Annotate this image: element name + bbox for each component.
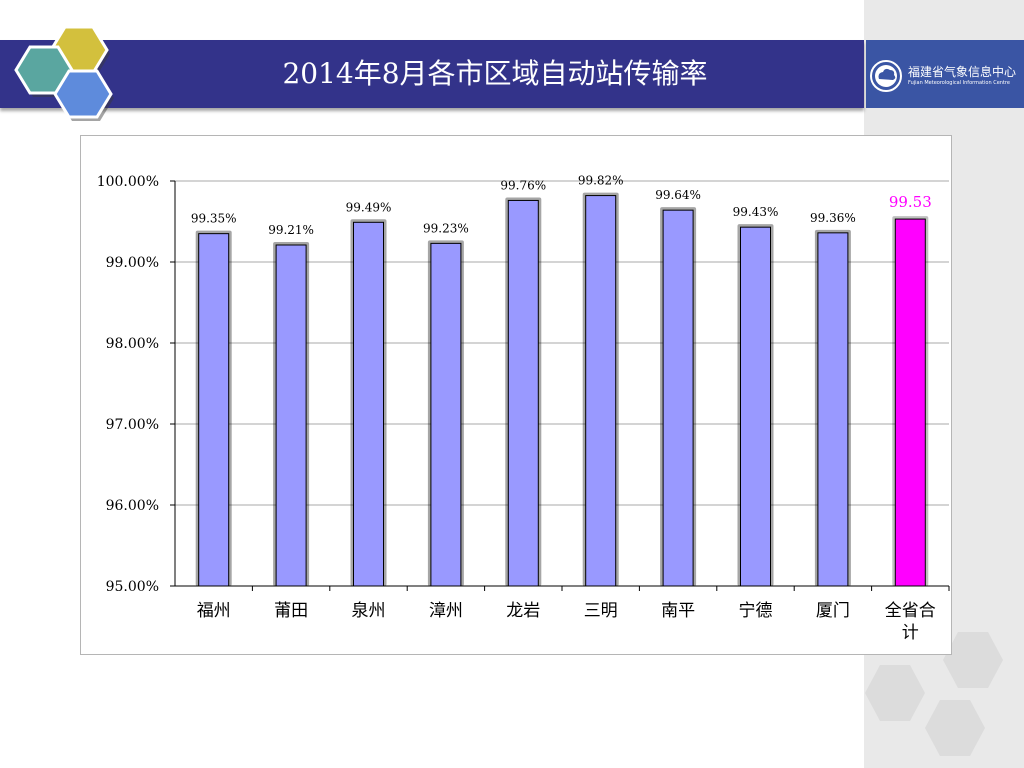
logo-name-en: Fujian Meteorological Information Centre	[908, 80, 1010, 86]
bar	[507, 199, 539, 587]
bar	[353, 221, 384, 587]
data-label: 99.53	[889, 193, 932, 211]
bar-chart: 95.00% 96.00% 97.00% 98.00% 99.00% 100.00% 99.…	[97, 174, 950, 643]
bar	[817, 232, 849, 587]
chart-area: 95.00% 96.00% 97.00% 98.00% 99.00% 100.00% 99.…	[80, 135, 952, 655]
bar	[275, 244, 307, 587]
x-tick-label: 厦门	[816, 601, 850, 621]
bar	[198, 233, 230, 587]
y-tick-label: 99.00%	[106, 255, 159, 271]
data-label: 99.23%	[423, 221, 469, 235]
data-label: 99.35%	[191, 212, 237, 226]
data-label: 99.49%	[346, 200, 392, 214]
page-title: 2014年8月各市区域自动站传输率	[282, 57, 708, 90]
x-tick-label: 漳州	[429, 601, 463, 621]
x-tick-label: 南平	[661, 601, 695, 621]
y-tick-label: 100.00%	[97, 174, 159, 190]
x-tick-label: 福州	[197, 601, 231, 621]
bar	[585, 195, 617, 587]
bar	[894, 218, 926, 587]
data-label: 99.21%	[268, 223, 314, 237]
x-tick-label: 泉州	[352, 601, 386, 621]
y-tick-label: 95.00%	[106, 579, 159, 595]
data-label: 99.82%	[578, 174, 624, 188]
bar	[740, 226, 771, 587]
hex-blue	[53, 69, 113, 119]
data-label: 99.76%	[500, 178, 546, 192]
x-tick-label: 三明	[584, 601, 618, 621]
title-bar	[0, 40, 864, 108]
y-tick-label: 98.00%	[106, 336, 159, 352]
data-label: 99.36%	[810, 211, 856, 225]
data-label: 99.43%	[733, 205, 779, 219]
x-tick-label: 龙岩	[506, 601, 540, 621]
y-tick-label: 97.00%	[106, 417, 159, 433]
decor-hexagons-top-left	[14, 25, 114, 121]
logo-name-cn: 福建省气象信息中心	[908, 65, 1017, 79]
bar	[430, 242, 462, 587]
y-tick-label: 96.00%	[106, 498, 159, 514]
x-tick-label: 宁德	[739, 601, 773, 621]
x-tick-label: 全省合	[885, 601, 936, 621]
x-tick-label: 计	[902, 623, 919, 643]
x-tick-label: 莆田	[274, 601, 308, 621]
bar	[662, 209, 694, 587]
data-label: 99.64%	[655, 188, 701, 202]
